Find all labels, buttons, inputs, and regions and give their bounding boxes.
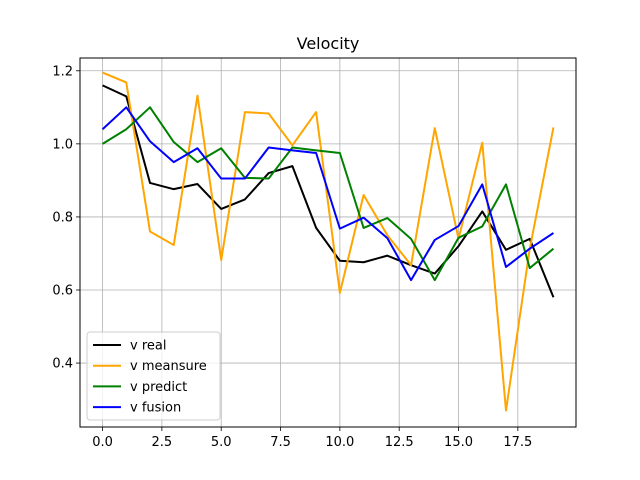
- y-tick-label: 1.2: [52, 64, 73, 79]
- series-line-v-real: [102, 84, 555, 298]
- x-tick-label: 17.5: [503, 435, 532, 450]
- y-tick-label: 0.8: [52, 210, 73, 225]
- x-tick-label: 0.0: [92, 435, 113, 450]
- legend-label: v predict: [130, 380, 187, 395]
- legend-label: v meansure: [130, 359, 207, 374]
- axis-ticks: 0.0 2.5 5.0 7.5 10.0 12.5 15.0 17.5 0.4 0.6 0.8 1.0…: [52, 64, 532, 450]
- y-tick-label: 0.6: [52, 283, 73, 298]
- series-line-v-predict: [102, 106, 555, 282]
- x-tick-label: 12.5: [385, 435, 414, 450]
- x-tick-label: 15.0: [444, 435, 473, 450]
- series-lines: [101, 71, 555, 412]
- plot-frame: [79, 57, 577, 428]
- x-tick-label: 5.0: [211, 435, 232, 450]
- y-tick-label: 1.0: [52, 137, 73, 152]
- series-line-v-fusion: [101, 106, 555, 282]
- legend: v real v meansure v predict v fusion: [86, 331, 221, 421]
- legend-label: v real: [130, 339, 166, 354]
- x-tick-label: 7.5: [270, 435, 291, 450]
- chart-title: Velocity: [297, 34, 360, 53]
- x-tick-label: 10.0: [325, 435, 354, 450]
- x-tick-label: 2.5: [152, 435, 173, 450]
- legend-box: [86, 331, 221, 421]
- y-tick-label: 0.4: [52, 357, 73, 372]
- legend-label: v fusion: [130, 401, 181, 416]
- series-line-v-meansure: [102, 71, 555, 412]
